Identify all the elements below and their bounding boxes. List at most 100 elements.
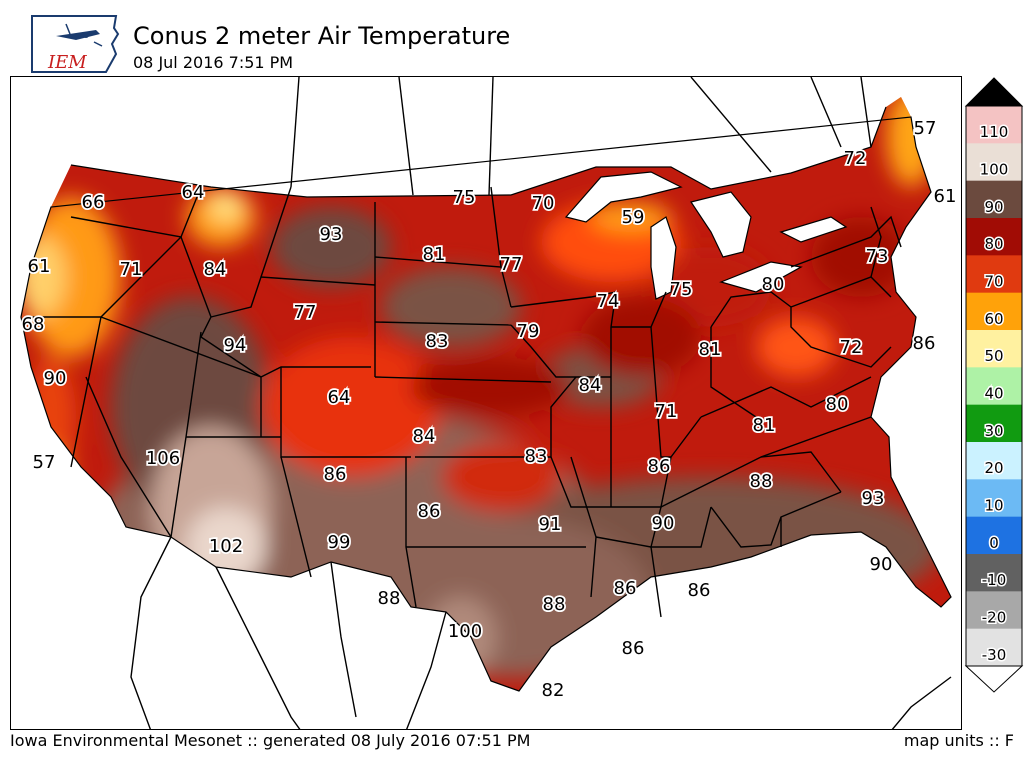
colorbar-tick-label: 110 [980,123,1009,141]
colorbar-segment [966,292,1022,331]
station-label: 72 [844,148,867,169]
station-label: 79 [517,321,540,342]
station-label: 86 [648,456,671,477]
colorbar-tick-label: -10 [982,571,1007,589]
colorbar-segment [966,143,1022,182]
colorbar-segment [966,106,1022,144]
station-label: 81 [753,415,776,436]
colorbar-tick-label: 40 [984,385,1003,403]
station-label: 75 [670,279,693,300]
station-label: 77 [294,302,317,323]
station-label: 72 [840,337,863,358]
station-label: 86 [324,464,347,485]
colorbar-segment [966,479,1022,518]
station-label: 84 [204,259,227,280]
colorbar-segment [966,516,1022,555]
colorbar-segment [966,628,1022,667]
station-label: 75 [453,187,476,208]
station-label: 100 [448,621,482,642]
page-subtitle: 08 Jul 2016 7:51 PM [133,53,294,72]
station-label: 81 [423,244,446,265]
station-label: 59 [622,207,645,228]
station-label: 80 [762,274,785,295]
station-label: 64 [182,182,205,203]
province-lines [130,77,952,729]
station-label: 57 [33,452,56,473]
temperature-field [21,97,951,691]
colorbar-segment [966,591,1022,630]
colorbar-frame [965,105,1023,667]
station-label: 84 [413,426,436,447]
colorbar-tick-label: 0 [989,534,999,552]
page-title: Conus 2 meter Air Temperature [133,22,511,50]
station-label: 71 [120,259,143,280]
station-label: 61 [28,256,51,277]
station-label: 86 [688,580,711,601]
station-label: 82 [542,680,565,701]
colorbar-tick-label: 100 [980,161,1009,179]
station-label: 88 [543,594,566,615]
colorbar-segment [966,180,1022,219]
station-label: 73 [866,246,889,267]
station-label: 83 [426,331,449,352]
station-label: 102 [209,536,243,557]
station-label: 94 [224,335,247,356]
state-borders [31,186,902,618]
svg-text:IEM: IEM [47,52,87,73]
station-label: 83 [525,446,548,467]
colorbar-tick-label: 10 [984,497,1003,515]
station-label: 71 [655,401,678,422]
station-label: 66 [82,192,105,213]
colorbar-segment [966,404,1022,443]
footer-units: map units :: F [903,731,1014,750]
iem-logo: IEM [31,15,120,73]
station-label: 81 [699,339,722,360]
station-label: 93 [320,224,343,245]
international-coastlines [20,106,952,692]
station-label: 86 [614,578,637,599]
colorbar-segments [964,77,1024,693]
station-label: 57 [914,118,937,139]
station-label: 90 [652,513,675,534]
colorbar-top-extend [964,77,1024,107]
map-canvas: 66 64 61 71 84 93 75 70 59 57 72 61 81 7… [20,77,958,729]
colorbar-segment [966,442,1022,480]
station-label: 68 [22,314,45,335]
station-label: 61 [934,186,957,207]
colorbar-tick-label: 50 [984,347,1003,365]
station-label: 86 [418,501,441,522]
station-label: 77 [500,254,523,275]
station-label: 70 [532,193,555,214]
colorbar-segment [966,554,1022,592]
colorbar-tick-label: 30 [984,422,1003,440]
station-label: 91 [539,514,562,535]
colorbar-tick-label: 70 [984,273,1003,291]
colorbar-segment [966,330,1022,368]
colorbar-segment [966,218,1022,256]
station-label: 74 [597,291,620,312]
station-labels: 66 64 61 71 84 93 75 70 59 57 72 61 81 7… [20,116,958,703]
footer-attribution: Iowa Environmental Mesonet :: generated … [10,731,531,750]
station-label: 86 [913,333,936,354]
colorbar-tick-label: 20 [984,459,1003,477]
station-label: 64 [328,387,351,408]
colorbar-tick-label: 60 [984,310,1003,328]
station-label: 99 [328,532,351,553]
colorbar-tick-label: -30 [982,646,1007,664]
colorbar-segment [966,367,1022,406]
temperature-map: 66 64 61 71 84 93 75 70 59 57 72 61 81 7… [10,76,962,730]
colorbar-tick-label: 80 [984,235,1003,253]
station-label: 90 [44,368,67,389]
station-label: 86 [622,638,645,659]
station-label: 88 [378,588,401,609]
great-lakes [564,171,848,300]
station-label: 90 [870,554,893,575]
colorbar-bottom-extend [964,665,1024,693]
station-label: 88 [750,471,773,492]
colorbar-tick-label: -20 [982,609,1007,627]
station-label: 80 [826,394,849,415]
station-label: 84 [579,375,602,396]
station-label: 106 [146,448,180,469]
